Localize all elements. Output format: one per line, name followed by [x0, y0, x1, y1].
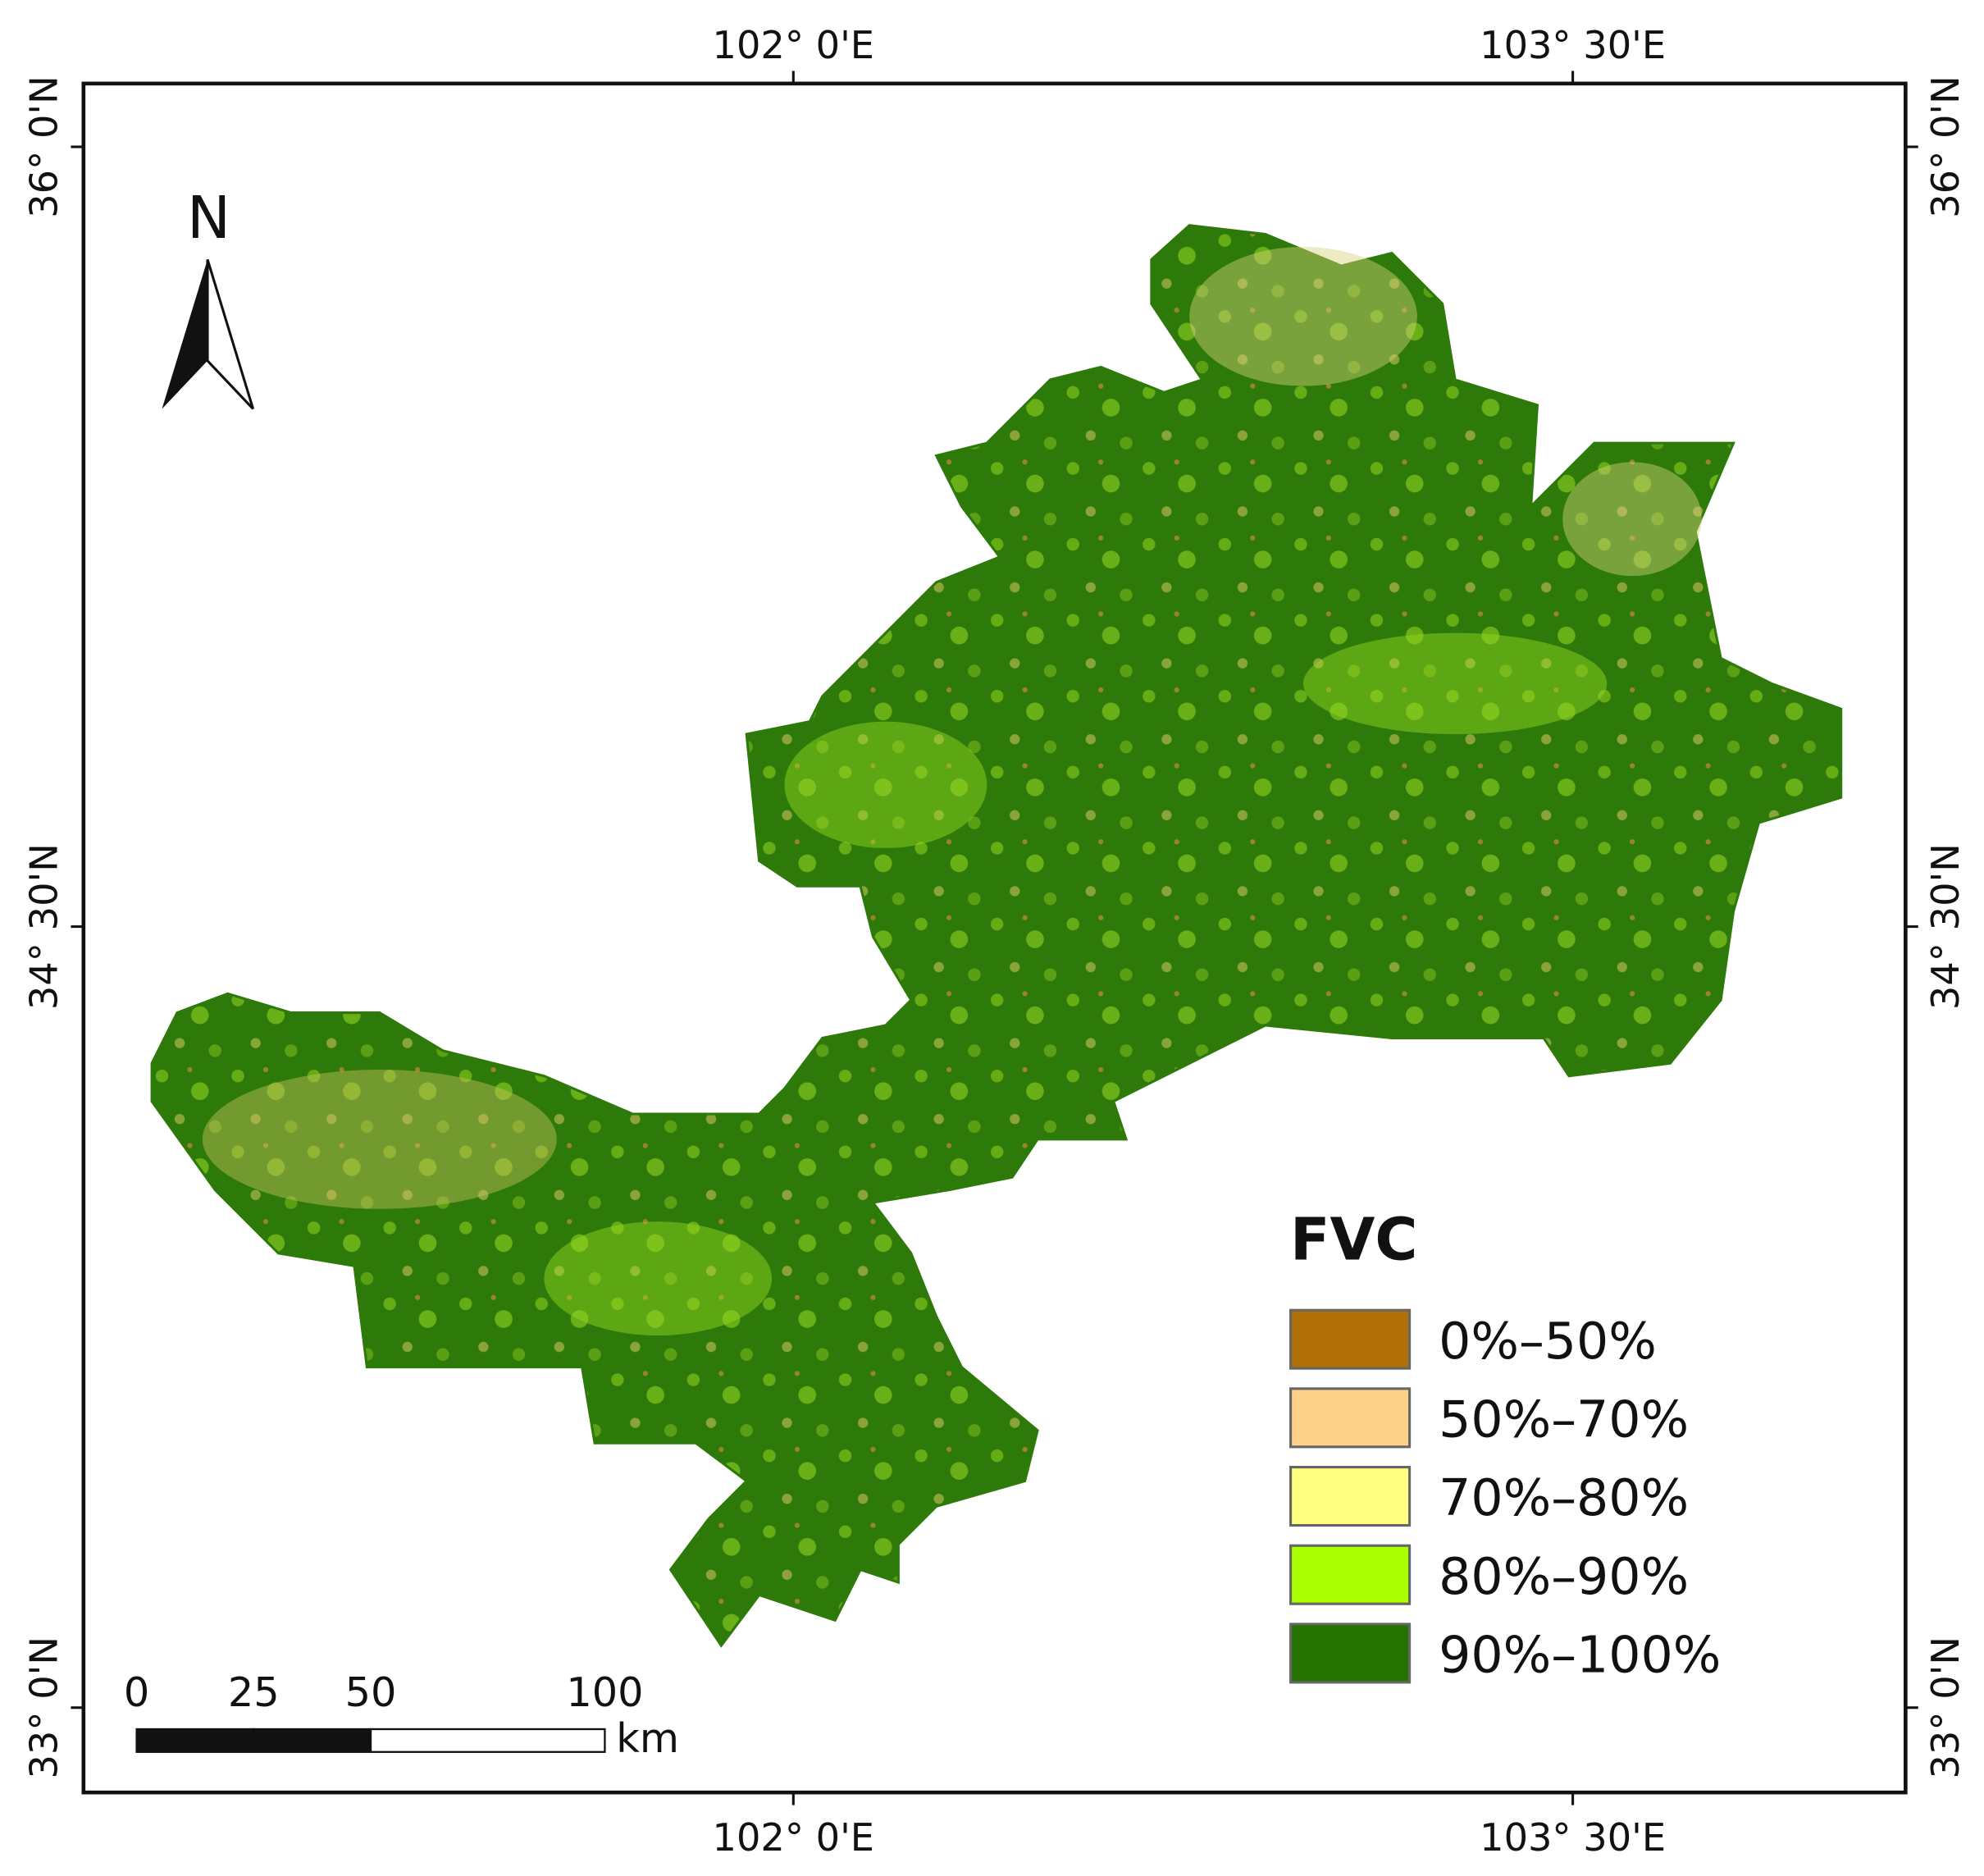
north-label: N [187, 184, 230, 252]
scale-segment [135, 1728, 255, 1753]
region-texture [202, 246, 1702, 1336]
scale-label: 0 [124, 1668, 149, 1716]
study-region [150, 224, 1843, 1648]
lat-label: 34° 30'N [21, 843, 66, 1010]
legend-title: FVC [1290, 1205, 1417, 1273]
graticule-ticks [71, 71, 1918, 1805]
north-arrow [206, 258, 255, 410]
lat-label: 36° 0'N [21, 75, 66, 218]
scale-unit: km [616, 1714, 679, 1762]
scale-segment [369, 1728, 606, 1753]
lat-label: 34° 30'N [1923, 843, 1968, 1010]
lat-label: 33° 0'N [1923, 1636, 1968, 1779]
lon-label: 103° 30'E [1480, 23, 1666, 67]
legend-swatch [1289, 1308, 1412, 1370]
legend-label: 70%–80% [1439, 1468, 1689, 1527]
lat-label: 36° 0'N [1923, 75, 1968, 218]
legend-label: 80%–90% [1439, 1547, 1689, 1606]
legend-swatch [1289, 1466, 1412, 1527]
legend-label: 50%–70% [1439, 1390, 1689, 1449]
scale-segment [253, 1728, 372, 1753]
lon-label: 102° 0'E [713, 23, 875, 67]
legend: 0%–50% 50%–70% 70%–80% 80%–90% 90%–100% [1289, 1308, 1721, 1685]
scale-label: 50 [345, 1668, 397, 1716]
north-arrow [162, 259, 208, 409]
scale-label: 25 [228, 1668, 280, 1716]
legend-label: 0%–50% [1439, 1312, 1657, 1371]
lon-label: 103° 30'E [1480, 1815, 1666, 1860]
legend-swatch [1289, 1544, 1412, 1605]
legend-swatch [1289, 1623, 1412, 1684]
lat-label: 33° 0'N [21, 1636, 66, 1779]
scale-label: 100 [566, 1668, 643, 1716]
lon-label: 102° 0'E [713, 1815, 875, 1860]
legend-label: 90%–100% [1439, 1626, 1721, 1685]
legend-swatch [1289, 1387, 1412, 1449]
